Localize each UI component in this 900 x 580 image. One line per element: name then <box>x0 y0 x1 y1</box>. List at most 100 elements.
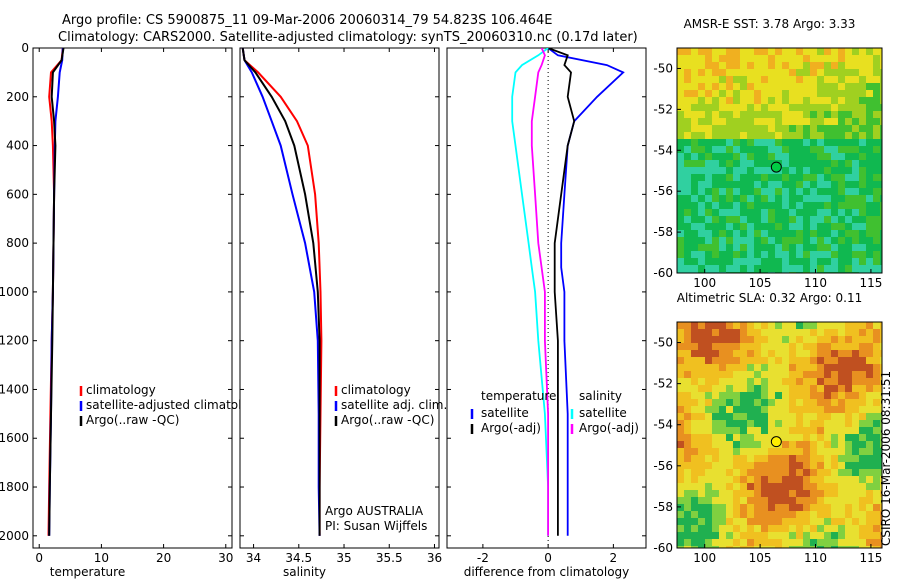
heatmap-cell <box>824 188 832 196</box>
heatmap-cell <box>810 420 818 428</box>
heatmap-cell <box>859 69 867 77</box>
heatmap-cell <box>831 532 839 540</box>
heatmap-cell <box>768 244 776 252</box>
heatmap-cell <box>719 546 727 548</box>
heatmap-cell <box>817 455 825 463</box>
heatmap-cell <box>719 469 727 477</box>
heatmap-cell <box>782 97 790 105</box>
heatmap-cell <box>698 153 706 161</box>
heatmap-cell <box>726 364 734 372</box>
heatmap-cell <box>810 343 818 351</box>
heatmap-cell <box>747 462 755 470</box>
heatmap-cell <box>712 237 720 245</box>
heatmap-cell <box>824 497 832 505</box>
heatmap-cell <box>789 462 797 470</box>
heatmap-cell <box>775 216 783 224</box>
heatmap-cell <box>845 244 853 252</box>
heatmap-cell <box>691 209 699 217</box>
heatmap-cell <box>698 532 706 540</box>
heatmap-cell <box>740 104 748 112</box>
heatmap-cell <box>761 153 769 161</box>
heatmap-cell <box>873 357 881 365</box>
heatmap-cell <box>810 392 818 400</box>
heatmap-cell <box>859 406 867 414</box>
heatmap-cell <box>684 420 692 428</box>
heatmap-cell <box>810 265 818 273</box>
x-tick-label: 105 <box>749 551 772 565</box>
heatmap-cell <box>775 139 783 147</box>
heatmap-cell <box>775 76 783 84</box>
x-tick-label: 0 <box>544 551 552 565</box>
heatmap-cell <box>866 244 874 252</box>
heatmap-cell <box>684 350 692 358</box>
heatmap-cell <box>677 392 685 400</box>
heatmap-cell <box>768 48 776 56</box>
heatmap-cell <box>866 76 874 84</box>
heatmap-cell <box>712 483 720 491</box>
heatmap-cell <box>873 55 881 63</box>
heatmap-cell <box>719 265 727 273</box>
heatmap-cell <box>705 132 713 140</box>
heatmap-cell <box>824 371 832 379</box>
heatmap-cell <box>789 518 797 526</box>
heatmap-cell <box>747 167 755 175</box>
heatmap-cell <box>747 244 755 252</box>
heatmap-cell <box>817 371 825 379</box>
heatmap-cell <box>740 251 748 259</box>
heatmap-cell <box>880 62 882 70</box>
heatmap-cell <box>817 251 825 259</box>
heatmap-cell <box>866 258 874 266</box>
heatmap-cell <box>866 146 874 154</box>
heatmap-cell <box>782 181 790 189</box>
heatmap-cell <box>691 497 699 505</box>
heatmap-cell <box>817 539 825 547</box>
heatmap-cell <box>733 476 741 484</box>
heatmap-cell <box>796 392 804 400</box>
heatmap-cell <box>740 546 748 548</box>
heatmap-cell <box>768 364 776 372</box>
heatmap-cell <box>726 146 734 154</box>
y-tick-label: -54 <box>653 418 673 432</box>
heatmap-cell <box>824 153 832 161</box>
heatmap-cell <box>845 329 853 337</box>
heatmap-cell <box>831 167 839 175</box>
series-line-salinity-satellite <box>511 48 549 536</box>
heatmap-cell <box>726 181 734 189</box>
heatmap-cell <box>754 539 762 547</box>
heatmap-cell <box>880 385 882 393</box>
heatmap-cell <box>719 329 727 337</box>
heatmap-cell <box>789 251 797 259</box>
heatmap-cell <box>691 62 699 70</box>
heatmap-cell <box>789 97 797 105</box>
heatmap-cell <box>775 104 783 112</box>
heatmap-cell <box>831 385 839 393</box>
heatmap-cell <box>880 83 882 91</box>
heatmap-cell <box>859 448 867 456</box>
heatmap-cell <box>719 202 727 210</box>
heatmap-cell <box>747 230 755 238</box>
heatmap-cell <box>733 237 741 245</box>
heatmap-cell <box>852 322 860 330</box>
heatmap-cell <box>831 441 839 449</box>
heatmap-cell <box>740 497 748 505</box>
heatmap-cell <box>684 139 692 147</box>
heatmap-cell <box>796 385 804 393</box>
heatmap-cell <box>831 181 839 189</box>
heatmap-cell <box>719 62 727 70</box>
heatmap-cell <box>747 413 755 421</box>
heatmap-cell <box>803 455 811 463</box>
heatmap-cell <box>838 216 846 224</box>
heatmap-cell <box>733 469 741 477</box>
heatmap-cell <box>698 539 706 547</box>
heatmap-cell <box>873 364 881 372</box>
heatmap-cell <box>824 118 832 126</box>
heatmap-cell <box>852 406 860 414</box>
heatmap-cell <box>705 490 713 498</box>
heatmap-cell <box>782 399 790 407</box>
heatmap-cell <box>803 195 811 203</box>
heatmap-cell <box>817 462 825 470</box>
heatmap-cell <box>817 448 825 456</box>
heatmap-cell <box>873 462 881 470</box>
heatmap-cell <box>698 62 706 70</box>
heatmap-cell <box>677 90 685 98</box>
